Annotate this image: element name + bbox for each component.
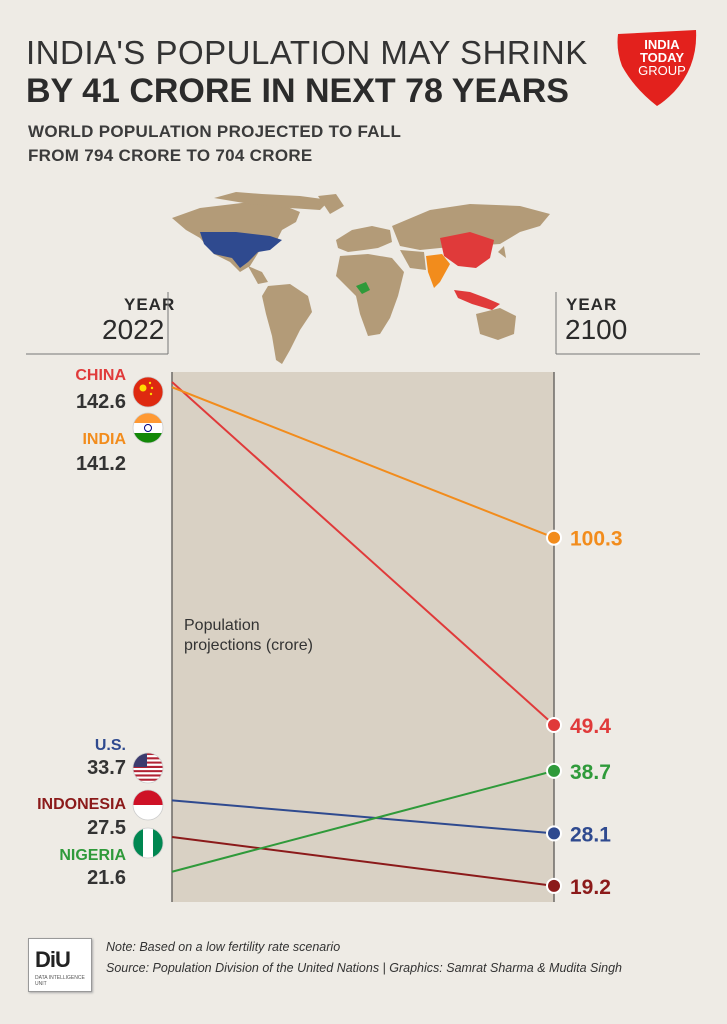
start-label-nigeria: 21.6 <box>87 867 126 889</box>
india-today-logo <box>617 30 697 106</box>
flag-nigeria-icon <box>132 827 164 859</box>
end-label-indonesia: 19.2 <box>570 876 611 899</box>
subtitle-line-1: WORLD POPULATION PROJECTED TO FALL <box>28 122 402 141</box>
footer-source: Source: Population Division of the Unite… <box>106 961 623 975</box>
country-flags <box>132 376 164 859</box>
series-labels: 49.4 CHINA 142.6 100.3 INDIA 141.2 28.1 U.S. 33.… <box>37 367 622 899</box>
end-label-us: 28.1 <box>570 823 611 846</box>
start-label-india: 141.2 <box>76 453 126 475</box>
series-lines <box>171 381 562 894</box>
end-point-china <box>546 717 562 733</box>
series-name-nigeria: NIGERIA <box>59 847 126 864</box>
series-name-indonesia: INDONESIA <box>37 796 126 813</box>
series-line-nigeria <box>171 769 555 873</box>
projection-band <box>172 372 554 902</box>
flag-indonesia-icon <box>132 789 164 821</box>
series-line-indonesia <box>171 835 555 887</box>
end-point-indonesia <box>546 877 562 894</box>
title-line-1: INDIA'S POPULATION MAY SHRINK <box>26 34 588 71</box>
annotation-line-2: projections (crore) <box>184 637 313 654</box>
end-point-india <box>546 529 562 546</box>
flag-china-icon <box>132 376 164 408</box>
logo-line-2: TODAY <box>639 50 685 65</box>
series-name-india: INDIA <box>82 431 126 448</box>
end-label-nigeria: 38.7 <box>570 761 611 784</box>
diu-logo: DiU DATA INTELLIGENCE UNIT <box>28 938 92 992</box>
series-line-india <box>171 386 555 539</box>
series-line-us <box>171 799 555 835</box>
start-label-china: 142.6 <box>76 391 126 413</box>
year-end: 2100 <box>565 314 628 345</box>
annotation-line-1: Population <box>184 617 260 634</box>
end-point-nigeria <box>546 762 562 779</box>
footer-note: Note: Based on a low fertility rate scen… <box>106 940 341 954</box>
year-caption-start: YEAR <box>124 295 176 314</box>
flag-india-icon <box>132 412 164 444</box>
start-label-us: 33.7 <box>87 757 126 779</box>
series-name-us: U.S. <box>95 737 126 754</box>
end-label-india: 100.3 <box>570 528 623 551</box>
year-start: 2022 <box>102 314 165 345</box>
flag-us-icon <box>132 752 164 784</box>
diu-logo-text: DiU <box>35 947 71 972</box>
end-label-china: 49.4 <box>570 715 611 738</box>
logo-text: INDIA TODAY GROUP <box>626 38 698 77</box>
series-line-china <box>171 381 555 726</box>
start-label-indonesia: 27.5 <box>87 817 126 839</box>
logo-line-3: GROUP <box>638 63 686 78</box>
diu-logo-sub: DATA INTELLIGENCE UNIT <box>35 975 85 987</box>
year-caption-end: YEAR <box>566 295 618 314</box>
series-name-china: CHINA <box>75 367 126 384</box>
end-point-us <box>546 825 562 842</box>
title-line-2: BY 41 CRORE IN NEXT 78 YEARS <box>26 72 569 110</box>
logo-line-1: INDIA <box>644 37 680 52</box>
world-map <box>172 192 550 364</box>
subtitle-line-2: FROM 794 CRORE TO 704 CRORE <box>28 146 313 165</box>
